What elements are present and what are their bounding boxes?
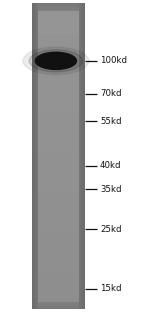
- Ellipse shape: [23, 47, 89, 75]
- Ellipse shape: [35, 52, 76, 70]
- Text: 100kd: 100kd: [100, 56, 127, 65]
- Text: 55kd: 55kd: [100, 117, 121, 125]
- Text: 40kd: 40kd: [100, 162, 121, 170]
- Ellipse shape: [29, 50, 83, 72]
- Text: 35kd: 35kd: [100, 185, 121, 194]
- Text: 15kd: 15kd: [100, 284, 121, 293]
- Text: 25kd: 25kd: [100, 225, 121, 234]
- Text: 70kd: 70kd: [100, 89, 121, 98]
